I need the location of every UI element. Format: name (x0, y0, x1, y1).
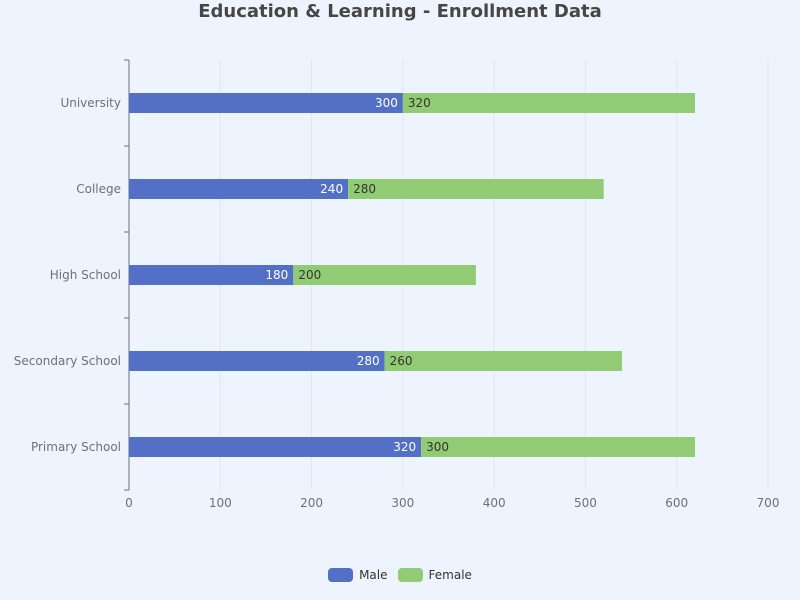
y-category-label: University (60, 96, 121, 110)
legend-item-male[interactable]: Male (328, 568, 388, 582)
legend-swatch (397, 568, 423, 582)
x-tick-label: 100 (209, 496, 232, 510)
bar-female[interactable] (421, 437, 695, 457)
x-tick-label: 500 (574, 496, 597, 510)
data-label: 240 (320, 182, 343, 196)
legend-label: Female (428, 568, 472, 582)
bar-male[interactable] (129, 93, 403, 113)
legend-swatch (328, 568, 354, 582)
x-tick-label: 700 (757, 496, 780, 510)
data-label: 280 (357, 354, 380, 368)
legend-label: Male (359, 568, 388, 582)
y-category-label: Secondary School (14, 354, 121, 368)
x-tick-label: 200 (300, 496, 323, 510)
bar-female[interactable] (348, 179, 604, 199)
x-tick-label: 600 (665, 496, 688, 510)
bar-female[interactable] (293, 265, 476, 285)
data-label: 320 (393, 440, 416, 454)
x-tick-label: 300 (391, 496, 414, 510)
y-category-label: High School (50, 268, 121, 282)
x-tick-label: 0 (125, 496, 133, 510)
bar-female[interactable] (402, 93, 695, 113)
data-label: 320 (408, 96, 431, 110)
data-label: 300 (375, 96, 398, 110)
data-label: 180 (265, 268, 288, 282)
bar-female[interactable] (384, 351, 622, 371)
data-label: 200 (298, 268, 321, 282)
chart-legend: Male Female (0, 568, 800, 582)
x-tick-label: 400 (483, 496, 506, 510)
data-label: 260 (390, 354, 413, 368)
y-category-label: College (76, 182, 121, 196)
legend-item-female[interactable]: Female (397, 568, 472, 582)
bar-male[interactable] (129, 437, 422, 457)
bar-male[interactable] (129, 351, 385, 371)
y-category-label: Primary School (31, 440, 121, 454)
data-label: 280 (353, 182, 376, 196)
data-label: 300 (426, 440, 449, 454)
chart-title: Education & Learning - Enrollment Data (198, 1, 602, 22)
bar-male[interactable] (129, 179, 349, 199)
bar-male[interactable] (129, 265, 294, 285)
